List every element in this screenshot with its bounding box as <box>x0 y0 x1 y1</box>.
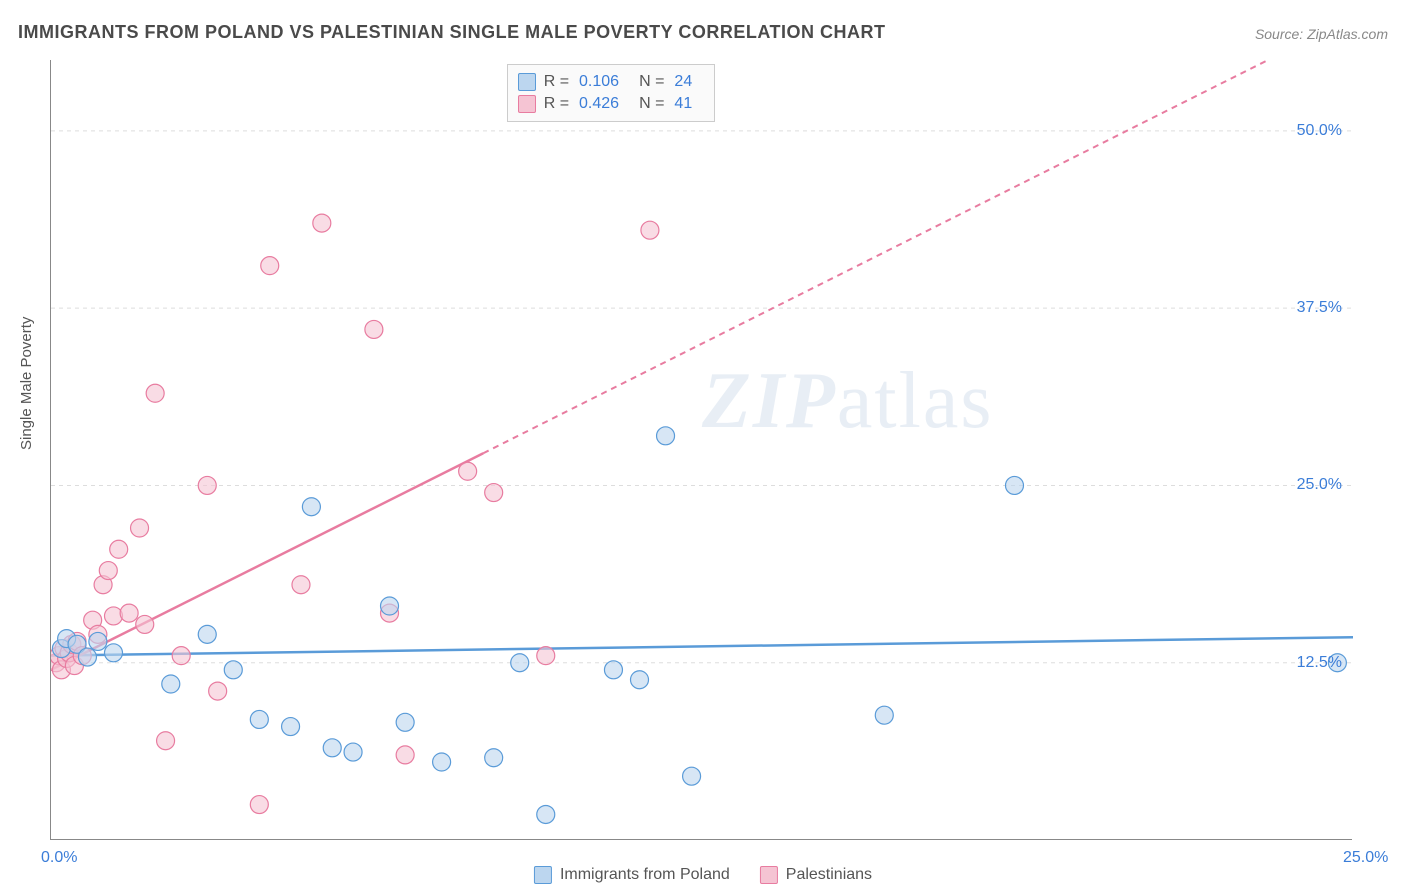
data-point <box>120 604 138 622</box>
legend-series-label: Immigrants from Poland <box>560 866 730 884</box>
data-point <box>209 682 227 700</box>
data-point <box>344 743 362 761</box>
data-point <box>78 648 96 666</box>
chart-container: IMMIGRANTS FROM POLAND VS PALESTINIAN SI… <box>0 0 1406 892</box>
data-point <box>250 796 268 814</box>
data-point <box>511 654 529 672</box>
chart-source: Source: ZipAtlas.com <box>1255 26 1388 42</box>
data-point <box>292 576 310 594</box>
data-point <box>396 746 414 764</box>
legend-swatch <box>518 73 536 91</box>
data-point <box>875 706 893 724</box>
data-point <box>396 713 414 731</box>
legend-series: Immigrants from Poland Palestinians <box>534 866 872 884</box>
data-point <box>104 607 122 625</box>
legend-n-value: 24 <box>674 73 692 91</box>
data-point <box>302 498 320 516</box>
data-point <box>433 753 451 771</box>
data-point <box>250 710 268 728</box>
data-point <box>485 749 503 767</box>
data-point <box>537 647 555 665</box>
x-tick-label: 25.0% <box>1343 849 1388 867</box>
data-point <box>224 661 242 679</box>
chart-svg <box>51 60 1353 840</box>
data-point <box>146 384 164 402</box>
data-point <box>172 647 190 665</box>
data-point <box>162 675 180 693</box>
data-point <box>657 427 675 445</box>
data-point <box>157 732 175 750</box>
data-point <box>89 632 107 650</box>
plot-area: ZIPatlas R =0.106N =24R =0.426N =41 12.5… <box>50 60 1352 840</box>
data-point <box>104 644 122 662</box>
legend-series-label: Palestinians <box>786 866 872 884</box>
legend-swatch <box>760 866 778 884</box>
data-point <box>110 540 128 558</box>
data-point <box>381 597 399 615</box>
data-point <box>537 805 555 823</box>
data-point <box>282 718 300 736</box>
data-point <box>261 257 279 275</box>
legend-stats-row: R = 0.426 N = 41 <box>518 93 705 115</box>
y-axis-label: Single Male Poverty <box>18 317 35 450</box>
legend-n-label: N = <box>639 73 664 91</box>
trend-line <box>51 637 1353 655</box>
data-point <box>683 767 701 785</box>
data-point <box>459 462 477 480</box>
data-point <box>313 214 331 232</box>
legend-swatch <box>534 866 552 884</box>
data-point <box>198 625 216 643</box>
data-point <box>631 671 649 689</box>
chart-title: IMMIGRANTS FROM POLAND VS PALESTINIAN SI… <box>18 22 886 43</box>
data-point <box>485 484 503 502</box>
legend-swatch <box>518 95 536 113</box>
legend-stats-row: R = 0.106 N = 24 <box>518 71 705 93</box>
data-point <box>131 519 149 537</box>
legend-series-item: Immigrants from Poland <box>534 866 730 884</box>
data-point <box>604 661 622 679</box>
data-point <box>198 476 216 494</box>
legend-r-value: 0.106 <box>579 73 619 91</box>
legend-stats: R = 0.106 N = 24 R = 0.426 N = 41 <box>507 64 716 122</box>
legend-r-value: 0.426 <box>579 95 619 113</box>
data-point <box>99 562 117 580</box>
data-point <box>1005 476 1023 494</box>
data-point <box>323 739 341 757</box>
y-tick-label: 12.5% <box>1297 654 1342 672</box>
y-tick-label: 50.0% <box>1297 122 1342 140</box>
y-tick-label: 25.0% <box>1297 476 1342 494</box>
y-tick-label: 37.5% <box>1297 299 1342 317</box>
legend-r-label: R = <box>544 95 569 113</box>
x-tick-label: 0.0% <box>41 849 77 867</box>
legend-n-label: N = <box>639 95 664 113</box>
legend-series-item: Palestinians <box>760 866 872 884</box>
data-point <box>365 320 383 338</box>
legend-n-value: 41 <box>674 95 692 113</box>
data-point <box>136 615 154 633</box>
legend-r-label: R = <box>544 73 569 91</box>
data-point <box>641 221 659 239</box>
